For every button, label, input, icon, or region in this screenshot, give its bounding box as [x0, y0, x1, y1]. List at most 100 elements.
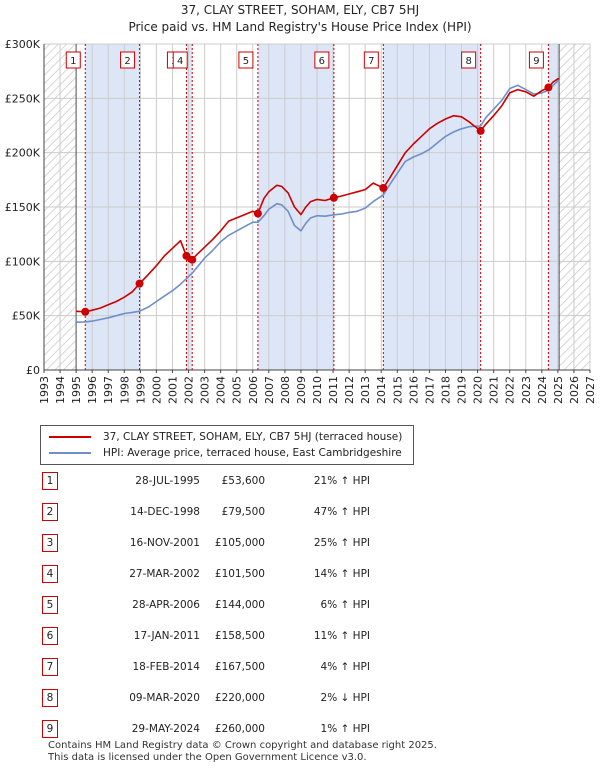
table-row: 9 29-MAY-2024 £260,000 1% ↑ HPI	[40, 720, 600, 740]
sale-number-badge: 2	[42, 503, 58, 521]
sale-label-4: 4	[177, 56, 183, 67]
x-tick-label: 2023	[520, 376, 533, 404]
sale-label-box-7	[363, 51, 379, 69]
x-tick-label: 2019	[456, 376, 469, 404]
table-row: 2 14-DEC-1998 £79,500 47% ↑ HPI	[40, 503, 600, 523]
sale-label-box-4	[172, 51, 188, 69]
x-tick-label: 2004	[215, 376, 228, 404]
sale-label-box-9	[528, 51, 544, 69]
chart-title: 37, CLAY STREET, SOHAM, ELY, CB7 5HJ	[180, 3, 420, 17]
legend-item-hpi: HPI: Average price, terraced house, East…	[49, 445, 402, 461]
sale-price: £260,000	[214, 723, 265, 735]
sale-number-badge: 4	[42, 565, 58, 583]
chart-subtitle: Price paid vs. HM Land Registry's House …	[128, 20, 472, 34]
sale-point-1	[81, 307, 90, 316]
sale-point-5	[253, 209, 262, 218]
x-tick-label: 2008	[279, 376, 292, 404]
x-tick-label: 2020	[472, 376, 485, 404]
x-tick-label: 2001	[166, 376, 179, 404]
sale-number-badge: 6	[42, 627, 58, 645]
x-tick-label: 2012	[343, 376, 356, 404]
sale-date: 29-MAY-2024	[131, 723, 200, 735]
sale-hpi-diff: 2% ↓ HPI	[320, 692, 370, 704]
x-tick-label: 2025	[552, 376, 565, 404]
hpi-line	[76, 80, 560, 323]
sale-label-6: 6	[319, 56, 325, 67]
sale-hpi-diff: 47% ↑ HPI	[313, 506, 370, 518]
sale-date: 28-APR-2006	[132, 599, 200, 611]
table-row: 4 27-MAR-2002 £101,500 14% ↑ HPI	[40, 565, 600, 585]
table-row: 5 28-APR-2006 £144,000 6% ↑ HPI	[40, 596, 600, 616]
sale-point-3	[182, 251, 191, 260]
legend-item-property: 37, CLAY STREET, SOHAM, ELY, CB7 5HJ (te…	[49, 429, 402, 445]
sale-number-badge: 9	[42, 720, 58, 738]
sale-point-4	[188, 255, 197, 264]
x-tick-label: 1993	[38, 376, 51, 404]
table-row: 1 28-JUL-1995 £53,600 21% ↑ HPI	[40, 472, 600, 492]
sale-number-badge: 3	[42, 534, 58, 552]
chart-title-block: 37, CLAY STREET, SOHAM, ELY, CB7 5HJ Pri…	[0, 2, 600, 36]
y-tick-label: £150K	[5, 201, 41, 214]
sale-point-7	[379, 183, 388, 192]
sale-label-box-8	[461, 51, 477, 69]
sale-points	[81, 83, 553, 316]
sale-labels: 123456789	[65, 51, 544, 69]
sale-point-9	[544, 83, 553, 92]
sale-label-box-6	[314, 51, 330, 69]
footer: Contains HM Land Registry data © Crown c…	[48, 740, 437, 764]
sale-hpi-diff: 14% ↑ HPI	[313, 568, 370, 580]
x-tick-label: 1997	[102, 376, 115, 404]
sale-price: £79,500	[221, 506, 265, 518]
sale-date: 18-FEB-2014	[132, 661, 200, 673]
sale-label-7: 7	[368, 56, 374, 67]
property-line	[76, 78, 560, 313]
sale-price: £144,000	[214, 599, 265, 611]
sale-price: £53,600	[221, 475, 265, 487]
x-tick-label: 1994	[54, 376, 67, 404]
x-tick-label: 2011	[327, 376, 340, 404]
footer-licence: This data is licensed under the Open Gov…	[48, 752, 367, 763]
sale-price: £101,500	[214, 568, 265, 580]
sale-number-badge: 1	[42, 472, 58, 490]
y-tick-label: £0	[26, 364, 40, 377]
legend: 37, CLAY STREET, SOHAM, ELY, CB7 5HJ (te…	[40, 425, 414, 465]
x-tick-label: 2024	[536, 376, 549, 404]
table-row: 7 18-FEB-2014 £167,500 4% ↑ HPI	[40, 658, 600, 678]
sale-hpi-diff: 1% ↑ HPI	[320, 723, 370, 735]
sale-price: £158,500	[214, 630, 265, 642]
sale-label-5: 5	[243, 56, 249, 67]
x-tick-label: 2010	[311, 376, 324, 404]
sale-price: £220,000	[214, 692, 265, 704]
x-tick-label: 2026	[568, 376, 581, 404]
x-tick-label: 1995	[70, 376, 83, 404]
sale-marker-lines	[75, 44, 560, 370]
y-tick-label: £300K	[5, 38, 41, 51]
y-tick-label: £200K	[5, 147, 41, 160]
sale-date: 16-NOV-2001	[129, 537, 200, 549]
sale-price: £105,000	[214, 537, 265, 549]
sale-hpi-diff: 11% ↑ HPI	[313, 630, 370, 642]
sale-point-8	[476, 126, 485, 135]
x-tick-label: 1996	[86, 376, 99, 404]
sale-hpi-diff: 21% ↑ HPI	[313, 475, 370, 487]
x-tick-label: 2003	[199, 376, 212, 404]
x-tick-label: 2015	[391, 376, 404, 404]
x-tick-label: 2018	[439, 376, 452, 404]
sale-number-badge: 5	[42, 596, 58, 614]
sale-label-1: 1	[70, 56, 76, 67]
table-row: 6 17-JAN-2011 £158,500 11% ↑ HPI	[40, 627, 600, 647]
y-tick-label: £250K	[5, 92, 41, 105]
x-tick-label: 2007	[263, 376, 276, 404]
sale-date: 14-DEC-1998	[130, 506, 200, 518]
x-tick-label: 2002	[183, 376, 196, 404]
sale-label-box-1	[65, 51, 81, 69]
price-chart: 123456789 £0£50K£100K£150K£200K£250K£300…	[5, 38, 597, 404]
sale-date: 09-MAR-2020	[129, 692, 200, 704]
sale-hpi-diff: 6% ↑ HPI	[320, 599, 370, 611]
sale-label-box-2	[120, 51, 136, 69]
legend-swatch-hpi	[49, 452, 91, 454]
x-tick-label: 2009	[295, 376, 308, 404]
sale-date: 17-JAN-2011	[133, 630, 200, 642]
sale-label-2: 2	[124, 56, 130, 67]
sale-date: 28-JUL-1995	[135, 475, 200, 487]
